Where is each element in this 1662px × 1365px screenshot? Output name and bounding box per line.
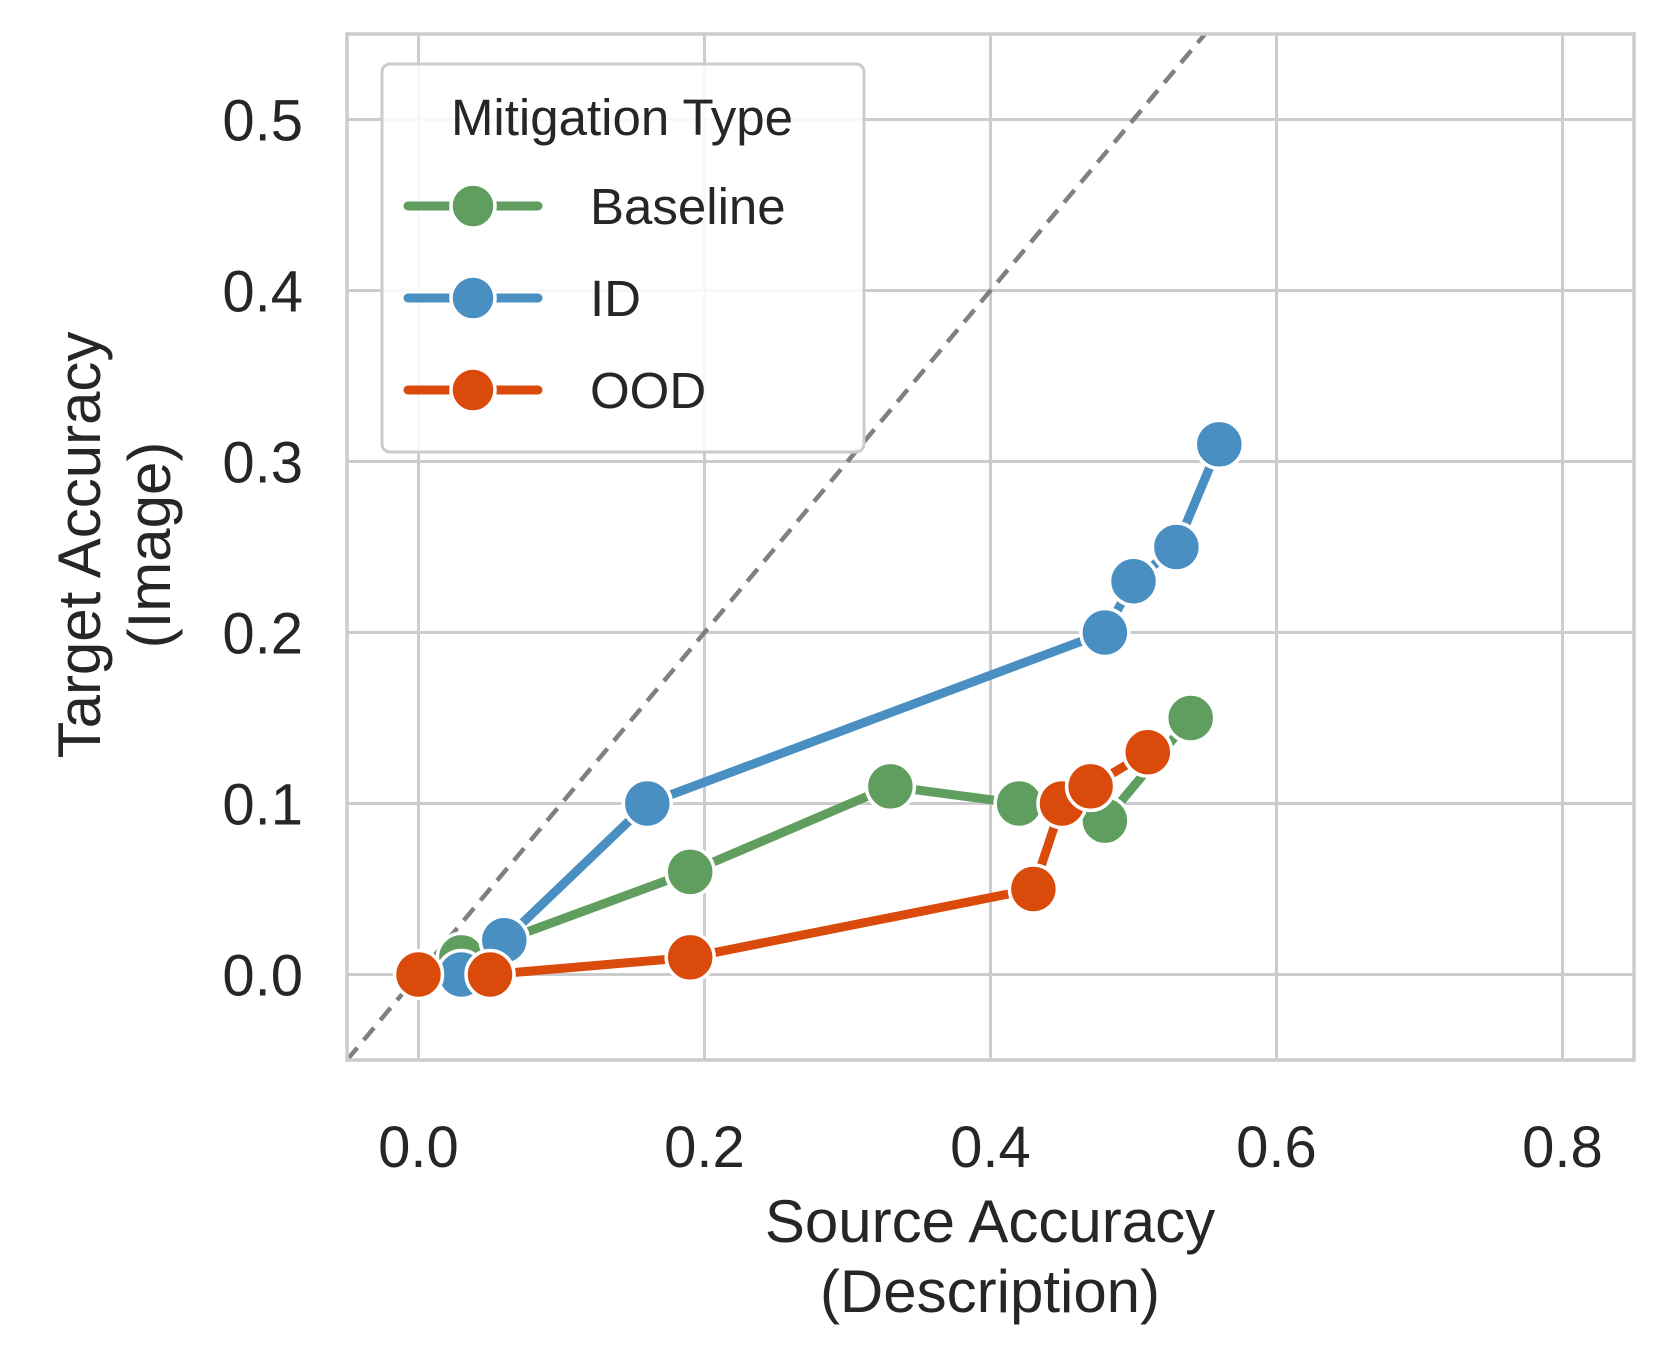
- legend-title: Mitigation Type: [451, 89, 793, 146]
- x-tick-label: 0.2: [664, 1115, 745, 1180]
- data-point-baseline: [864, 760, 917, 813]
- data-point-ood: [664, 931, 716, 984]
- data-point-id: [621, 777, 674, 830]
- legend: Mitigation Type Baseline ID OOD: [380, 62, 866, 454]
- x-tick-label: 0.4: [950, 1115, 1031, 1180]
- legend-marker-ood: [449, 366, 497, 414]
- x-tick-label: 0.0: [378, 1115, 459, 1180]
- series-line-baseline: [456, 713, 1196, 962]
- y-tick-label: 0.3: [222, 431, 303, 496]
- legend-box: [380, 62, 866, 454]
- data-point-id: [1107, 555, 1160, 607]
- series-markers: [392, 418, 1246, 1001]
- legend-marker-id: [449, 274, 497, 322]
- data-point-ood: [1064, 760, 1117, 813]
- x-tick-label: 0.8: [1522, 1115, 1603, 1180]
- x-tick-label: 0.6: [1236, 1115, 1317, 1180]
- data-point-id: [1193, 418, 1246, 471]
- legend-marker-baseline: [449, 182, 497, 230]
- y-tick-label: 0.1: [222, 773, 303, 838]
- data-point-ood: [1007, 863, 1060, 915]
- plot-frame: [345, 32, 1636, 1062]
- legend-label-baseline: Baseline: [590, 178, 786, 235]
- data-point-id: [1079, 606, 1131, 659]
- legend-label-ood: OOD: [590, 362, 706, 419]
- data-point-baseline: [1164, 692, 1217, 744]
- data-point-ood: [464, 948, 516, 1001]
- y-tick-label: 0.5: [222, 89, 303, 154]
- y-axis-label-line2: (Image): [116, 442, 183, 649]
- identity-reference-line: [347, 34, 1208, 1060]
- x-axis-label-line1: Source Accuracy: [765, 1188, 1215, 1255]
- legend-entries: Baseline ID OOD: [403, 178, 786, 419]
- data-point-baseline: [664, 846, 716, 898]
- y-tick-label: 0.2: [222, 602, 303, 667]
- x-tick-labels: 0.0 0.2 0.4 0.6 0.8: [378, 1115, 1603, 1180]
- data-point-baseline: [993, 777, 1045, 830]
- legend-label-id: ID: [590, 270, 641, 327]
- data-point-id: [1150, 521, 1203, 573]
- x-axis-label-line2: (Description): [820, 1258, 1160, 1325]
- data-point-ood: [1122, 726, 1174, 778]
- y-tick-label: 0.4: [222, 260, 303, 325]
- data-point-ood: [392, 948, 445, 1001]
- y-tick-labels: 0.0 0.1 0.2 0.3 0.4 0.5: [222, 89, 303, 1009]
- y-tick-label: 0.0: [222, 944, 303, 1009]
- y-axis-label-line1: Target Accuracy: [46, 332, 113, 759]
- series-line-id: [456, 439, 1224, 979]
- series-lines: [414, 439, 1224, 979]
